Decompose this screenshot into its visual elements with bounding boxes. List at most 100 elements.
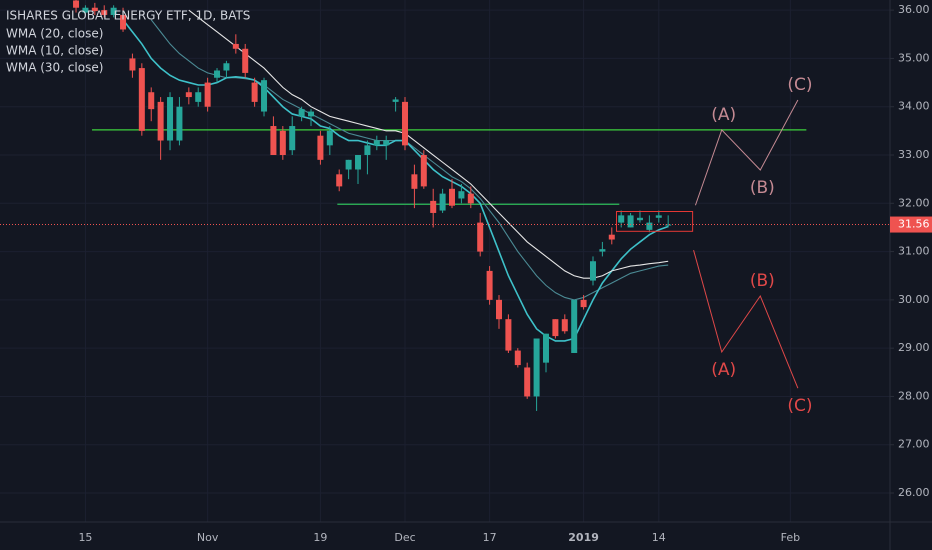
x-tick-label: 15 — [78, 531, 92, 544]
candle-body — [618, 215, 625, 223]
candle-body — [185, 92, 192, 98]
wave-label: (A) — [711, 105, 736, 125]
candle-body — [627, 215, 634, 228]
legend-entry: WMA (20, close) — [6, 27, 103, 41]
candle-body — [477, 222, 484, 252]
candle-body — [364, 145, 371, 156]
candle-body — [665, 224, 672, 226]
candle-body — [167, 97, 174, 141]
wave-label: (B) — [750, 271, 775, 291]
candle-body — [561, 319, 568, 332]
wave-label: (A) — [711, 360, 736, 380]
candle-body — [317, 135, 324, 160]
candle-body — [242, 48, 249, 73]
candle-body — [138, 68, 145, 131]
y-tick-label: 34.00 — [898, 100, 930, 113]
candle-body — [279, 130, 286, 156]
candle-body — [411, 174, 418, 189]
candle-body — [326, 130, 333, 146]
candle-body — [82, 7, 89, 13]
candle-body — [204, 82, 211, 107]
y-tick-label: 28.00 — [898, 389, 930, 402]
candle-body — [223, 63, 230, 71]
wma-line — [188, 9, 669, 279]
candle-body — [110, 7, 117, 15]
range-box — [615, 211, 694, 232]
x-tick-label: 2019 — [568, 531, 599, 544]
candle-body — [402, 101, 409, 146]
candle-body — [646, 222, 653, 230]
candle-body — [355, 155, 362, 170]
legend-entry: WMA (30, close) — [6, 61, 103, 75]
candle-body — [449, 188, 456, 206]
last-price-tag — [890, 216, 932, 233]
candle-body — [458, 191, 465, 199]
candle-body — [589, 261, 596, 281]
candle-body — [120, 14, 127, 30]
candle-body — [251, 82, 258, 102]
y-tick-label: 35.00 — [898, 51, 930, 64]
y-tick-label: 36.00 — [898, 3, 930, 16]
candle-body — [373, 140, 380, 146]
candle-body — [420, 155, 427, 187]
candle-body — [101, 10, 108, 15]
candle-body — [308, 111, 315, 117]
y-tick-label: 27.00 — [898, 438, 930, 451]
candle-body — [505, 319, 512, 351]
candle-body — [430, 200, 437, 213]
x-tick-label: 19 — [313, 531, 327, 544]
x-tick-label: Feb — [781, 531, 800, 544]
candle-body — [345, 159, 352, 170]
axes: 26.00 27.00 28.00 29.00 30.00 31.00 32.00 33.00… — [78, 3, 932, 544]
wma-line — [150, 19, 669, 301]
candle-body — [214, 70, 221, 78]
y-tick-label: 26.00 — [898, 486, 930, 499]
candle-body — [289, 126, 296, 151]
candle-body — [91, 7, 98, 12]
candle-body — [599, 249, 606, 252]
candle-body — [73, 0, 80, 8]
projection-path — [694, 99, 799, 206]
candle-body — [392, 99, 399, 102]
y-tick-label: 33.00 — [898, 148, 930, 161]
candle-body — [571, 299, 578, 353]
candle-body — [486, 270, 493, 300]
candle-body — [298, 109, 305, 117]
y-tick-label: 31.00 — [898, 245, 930, 258]
candle-body — [157, 101, 164, 141]
wave-label: (B) — [750, 178, 775, 198]
candle-body — [467, 193, 474, 204]
x-tick-label: 17 — [483, 531, 497, 544]
candle-body — [176, 106, 183, 141]
y-tick-label: 32.00 — [898, 196, 930, 209]
wave-label: (C) — [787, 396, 812, 416]
wma-line — [122, 19, 669, 342]
wave-label: (C) — [787, 75, 812, 95]
last-price-label: 31.56 — [898, 218, 930, 231]
candle-body — [195, 92, 202, 102]
candle-body — [261, 80, 268, 112]
candle-body — [129, 58, 136, 71]
candle-body — [524, 367, 531, 397]
x-tick-label: 14 — [652, 531, 666, 544]
candle-body — [148, 92, 155, 110]
candle-body — [580, 299, 587, 308]
legend-entry: WMA (10, close) — [6, 44, 103, 58]
candle-body — [542, 333, 549, 363]
plot-area: (A) (B) (C) (A) (B) (C) — [0, 0, 890, 416]
projection-path — [693, 250, 799, 389]
candle-body — [552, 319, 559, 337]
candle-body — [232, 43, 239, 49]
candle-body — [533, 338, 540, 397]
x-tick-label: Nov — [197, 531, 219, 544]
candle-body — [636, 217, 643, 221]
candle-body — [439, 193, 446, 211]
candle-body — [270, 126, 277, 156]
candle-body — [514, 350, 521, 366]
candle-body — [383, 140, 390, 146]
candle-body — [655, 215, 662, 218]
legend: ISHARES GLOBAL ENERGY ETF, 1D, BATS WMA … — [6, 9, 250, 75]
